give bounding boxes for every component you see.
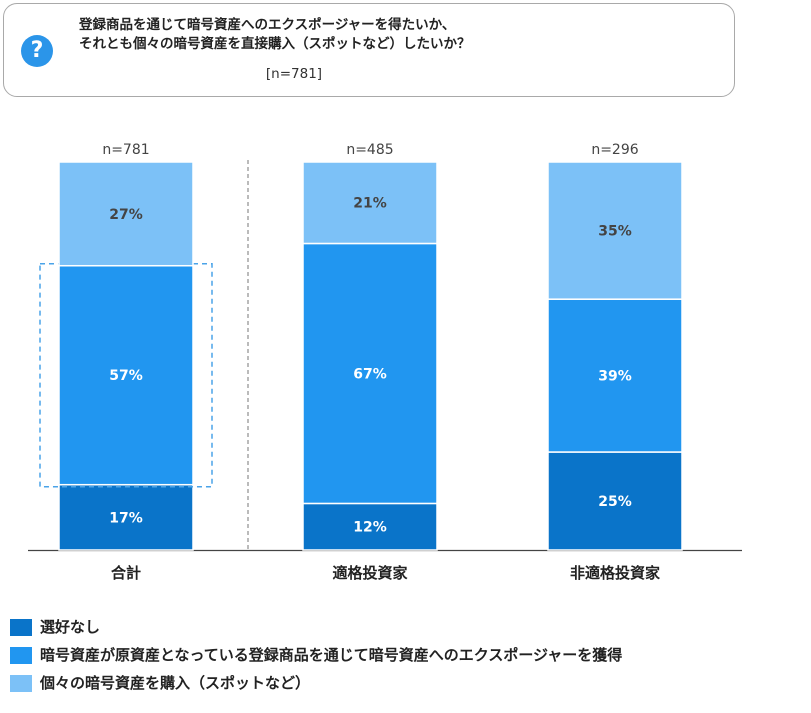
n-label: n=485 xyxy=(346,142,393,158)
question-line-2: それとも個々の暗号資産を直接購入（スポットなど）したいか？ xyxy=(79,36,471,52)
data-label: 39% xyxy=(598,369,632,385)
data-label: 57% xyxy=(109,368,143,384)
bar-segment xyxy=(547,451,683,551)
legend-swatch xyxy=(10,675,32,692)
bar-segment xyxy=(547,298,683,453)
data-label: 27% xyxy=(109,207,143,223)
data-label: 35% xyxy=(598,224,632,240)
data-label: 21% xyxy=(353,196,387,212)
bar-segment xyxy=(302,161,438,245)
stacked-bar-chart: 17% 57% 27% n=781 合計 12% 67% 21% n=485 適格投資家 25% 39… xyxy=(28,142,742,580)
data-label: 12% xyxy=(353,520,387,536)
question-text: 登録商品を通じて暗号資産へのエクスポージャーを得たいか、 それとも個々の暗号資産… xyxy=(79,16,639,54)
bar-segment xyxy=(58,161,194,267)
n-label: n=781 xyxy=(102,142,149,158)
n-label: n=296 xyxy=(591,142,638,158)
question-line-1: 登録商品を通じて暗号資産へのエクスポージャーを得たいか、 xyxy=(79,17,456,33)
question-icon: ? xyxy=(21,35,53,67)
bar-segment xyxy=(302,242,438,505)
legend-swatch xyxy=(10,619,32,636)
data-label: 17% xyxy=(109,510,143,526)
legend-label: 個々の暗号資産を購入（スポットなど） xyxy=(40,674,311,692)
bar-segment xyxy=(58,264,194,486)
sample-size-label: [n=781] xyxy=(265,66,323,82)
category-label: 合計 xyxy=(110,564,141,580)
bar-segment xyxy=(547,161,683,300)
data-label: 25% xyxy=(598,494,632,510)
category-label: 適格投資家 xyxy=(332,564,407,580)
legend-label: 選好なし xyxy=(40,618,101,636)
bar-segment xyxy=(58,483,194,551)
data-label: 67% xyxy=(353,366,387,382)
bar-segment xyxy=(302,502,438,551)
category-label: 非適格投資家 xyxy=(570,564,660,580)
legend-label: 暗号資産が原資産となっている登録商品を通じて暗号資産へのエクスポージャーを獲得 xyxy=(40,646,623,664)
question-box: ? 登録商品を通じて暗号資産へのエクスポージャーを得たいか、 それとも個々の暗号… xyxy=(3,3,735,97)
legend-swatch xyxy=(10,647,32,664)
